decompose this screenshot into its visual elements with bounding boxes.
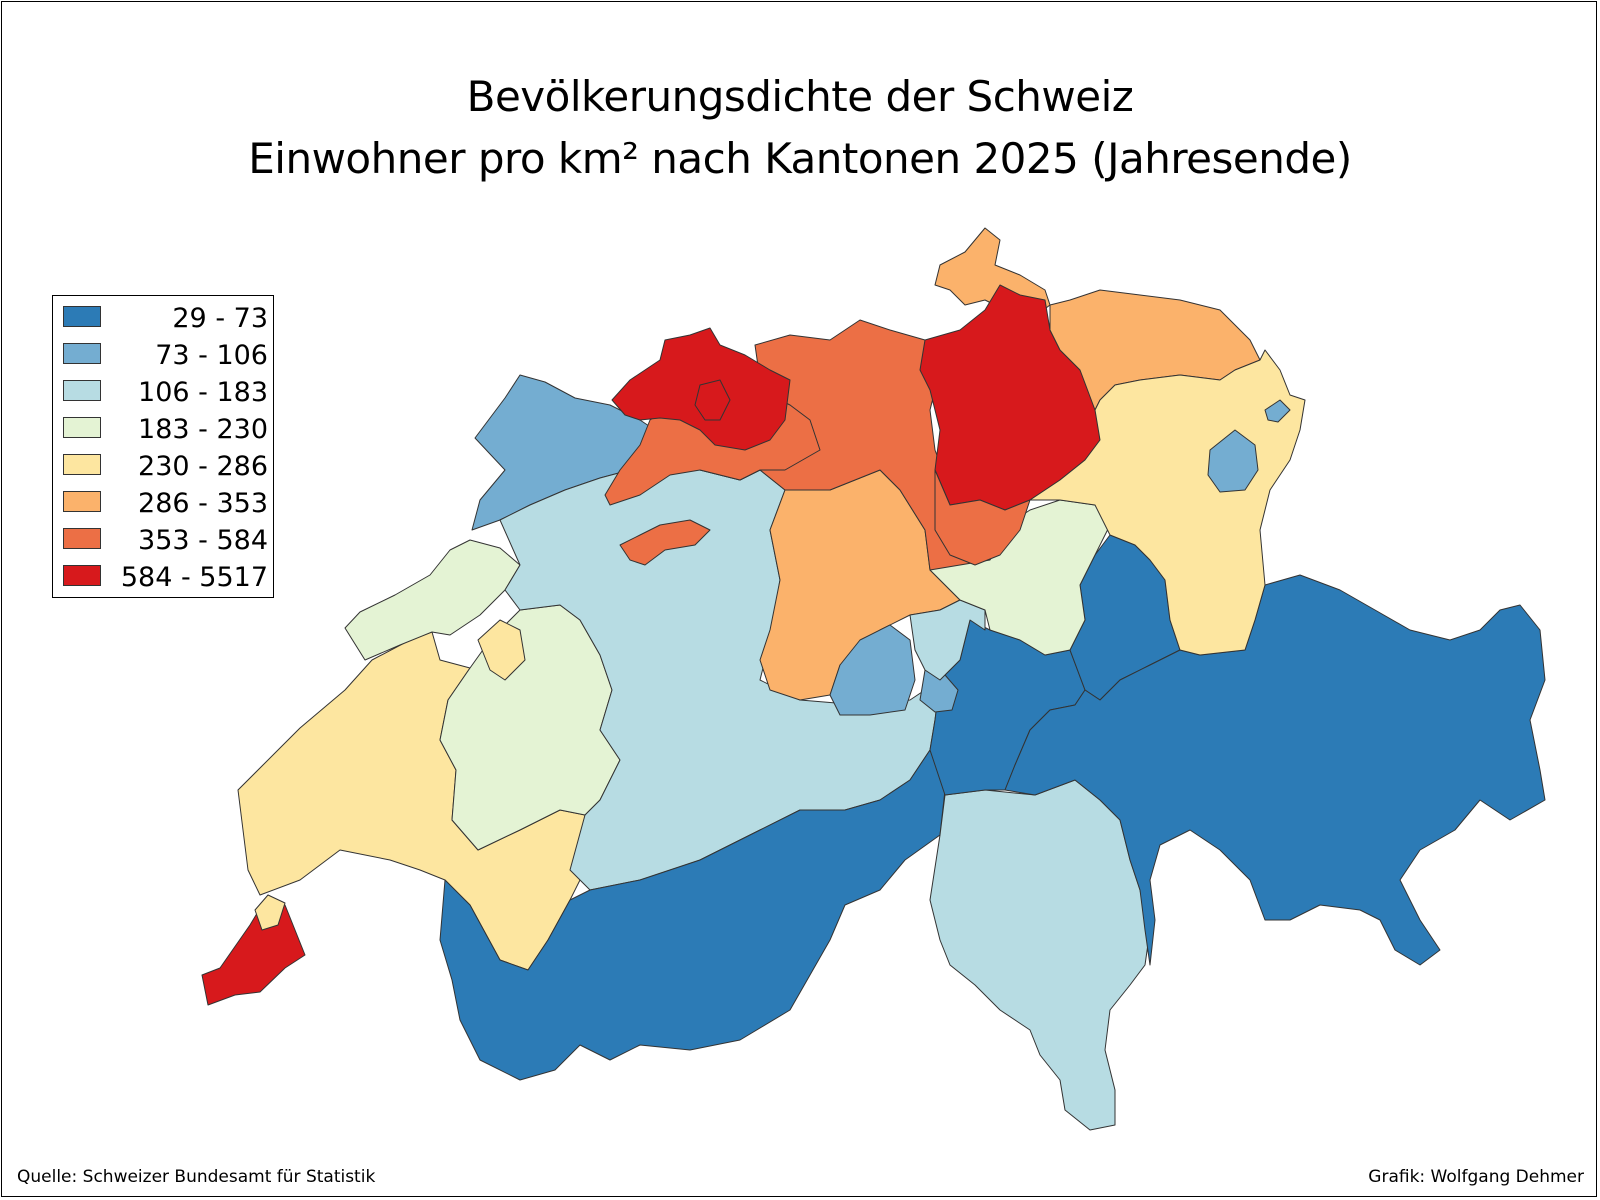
author-credit: Grafik: Wolfgang Dehmer	[1368, 1167, 1584, 1187]
canton-geneva-lake-area	[254, 894, 286, 931]
legend-item: 29 - 73	[63, 303, 268, 334]
canton-valais	[439, 749, 946, 1081]
legend-item: 183 - 230	[63, 414, 268, 445]
source-note: Quelle: Schweizer Bundesamt für Statisti…	[17, 1167, 376, 1187]
legend-label: 73 - 106	[155, 340, 268, 371]
legend-swatch	[63, 454, 101, 475]
canton-basel-stadt	[694, 379, 731, 421]
legend-label: 286 - 353	[138, 488, 268, 519]
legend-swatch	[63, 306, 101, 327]
map-title: Bevölkerungsdichte der Schweiz	[466, 72, 1134, 121]
legend-label: 230 - 286	[138, 451, 268, 482]
legend-label: 106 - 183	[138, 377, 268, 408]
canton-appenzell-innerrhoden	[1207, 429, 1259, 493]
canton-ticino	[929, 779, 1151, 1131]
legend-swatch	[63, 417, 101, 438]
canton-appenzell-ausserrhoden	[1264, 399, 1291, 423]
legend-label: 183 - 230	[138, 414, 268, 445]
legend-item: 286 - 353	[63, 488, 268, 519]
legend-item: 106 - 183	[63, 377, 268, 408]
legend-label: 29 - 73	[172, 303, 268, 334]
legend-item: 353 - 584	[63, 525, 268, 556]
legend-swatch	[63, 491, 101, 512]
legend-item: 73 - 106	[63, 340, 268, 371]
legend-swatch	[63, 380, 101, 401]
legend-swatch	[63, 343, 101, 364]
legend-item: 230 - 286	[63, 451, 268, 482]
canton-st-gallen	[1029, 349, 1306, 656]
map-legend: 29 - 73 73 - 106 106 - 183 183 - 230 230…	[52, 295, 274, 598]
legend-swatch	[63, 565, 101, 586]
canton-zug	[934, 469, 1031, 566]
legend-swatch	[63, 528, 101, 549]
canton-obwalden	[829, 624, 916, 716]
canton-neuchatel-enclave	[477, 619, 526, 681]
canton-geneva	[201, 894, 306, 1006]
legend-label: 353 - 584	[138, 525, 268, 556]
legend-item: 584 - 5517	[63, 562, 268, 593]
map-subtitle: Einwohner pro km² nach Kantonen 2025 (Ja…	[248, 134, 1352, 183]
canton-schwyz	[909, 599, 986, 681]
legend-label: 584 - 5517	[120, 562, 268, 593]
